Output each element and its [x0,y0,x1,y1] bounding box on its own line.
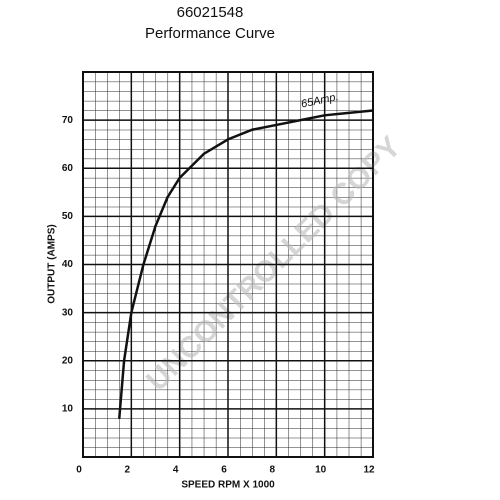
chart-title: 66021548 [177,4,244,21]
x-tick-label: 4 [173,465,179,476]
x-tick-label: 2 [125,465,131,476]
y-axis-label: OUTPUT (AMPS) [47,224,58,303]
y-tick-label: 30 [62,307,74,318]
x-tick-label: 12 [363,465,375,476]
y-tick-label: 20 [62,355,74,366]
y-tick-label: 10 [62,404,74,415]
y-tick-label: 60 [62,163,74,174]
data-line [118,109,374,419]
y-tick-label: 70 [62,115,74,126]
x-tick-label: 8 [270,465,276,476]
x-axis-label: SPEED RPM X 1000 [181,480,275,491]
x-tick-label: 0 [76,465,82,476]
y-tick-label: 40 [62,259,74,270]
chart-subtitle: Performance Curve [145,25,275,42]
x-tick-label: 6 [221,465,227,476]
y-tick-label: 50 [62,211,74,222]
x-tick-label: 10 [315,465,327,476]
